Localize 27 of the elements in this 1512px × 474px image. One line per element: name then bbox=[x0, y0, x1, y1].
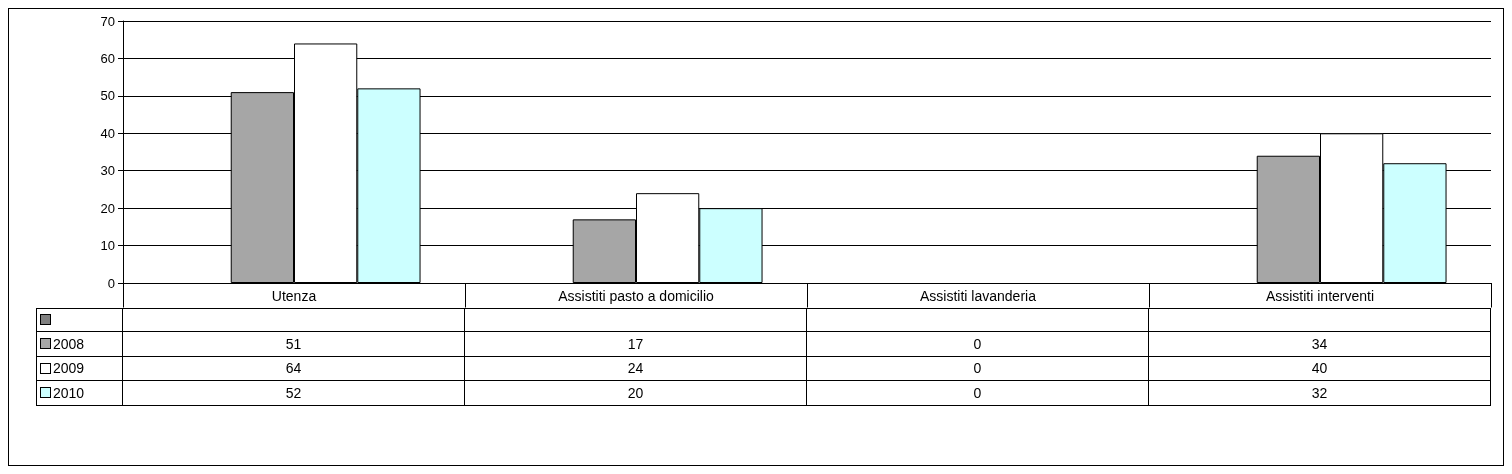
data-label: 51 bbox=[123, 332, 465, 357]
data-label: 64 bbox=[123, 356, 465, 381]
data-label: 40 bbox=[1149, 356, 1491, 381]
y-tick-label: 20 bbox=[100, 200, 115, 216]
x-tick-label: Utenza bbox=[271, 288, 317, 304]
legend-label: 2010 bbox=[36, 381, 123, 406]
y-tick-label: 60 bbox=[100, 50, 115, 66]
data-label: 24 bbox=[465, 356, 807, 381]
x-tick-label: Assistiti lavanderia bbox=[920, 288, 1037, 304]
data-label: 0 bbox=[807, 381, 1149, 406]
x-tick-label: Assistiti interventi bbox=[1265, 288, 1375, 304]
y-tick-label: 70 bbox=[100, 13, 115, 29]
data-label: 0 bbox=[807, 356, 1149, 381]
x-tick-label: Assistiti pasto a domicilio bbox=[558, 288, 715, 304]
y-tick-label: 0 bbox=[107, 275, 115, 291]
y-tick-label: 50 bbox=[100, 88, 115, 104]
y-tick-label: 40 bbox=[100, 125, 115, 141]
data-label: 34 bbox=[1149, 332, 1491, 357]
legend-label: 2009 bbox=[36, 356, 123, 381]
data-label: 52 bbox=[123, 381, 465, 406]
y-tick-label: 30 bbox=[100, 163, 115, 179]
y-tick-label: 10 bbox=[100, 238, 115, 254]
data-label: 17 bbox=[465, 332, 807, 357]
data-label: 32 bbox=[1149, 381, 1491, 406]
data-label: 0 bbox=[807, 332, 1149, 357]
data-label: 20 bbox=[465, 381, 807, 406]
legend-label: 2008 bbox=[36, 332, 123, 357]
